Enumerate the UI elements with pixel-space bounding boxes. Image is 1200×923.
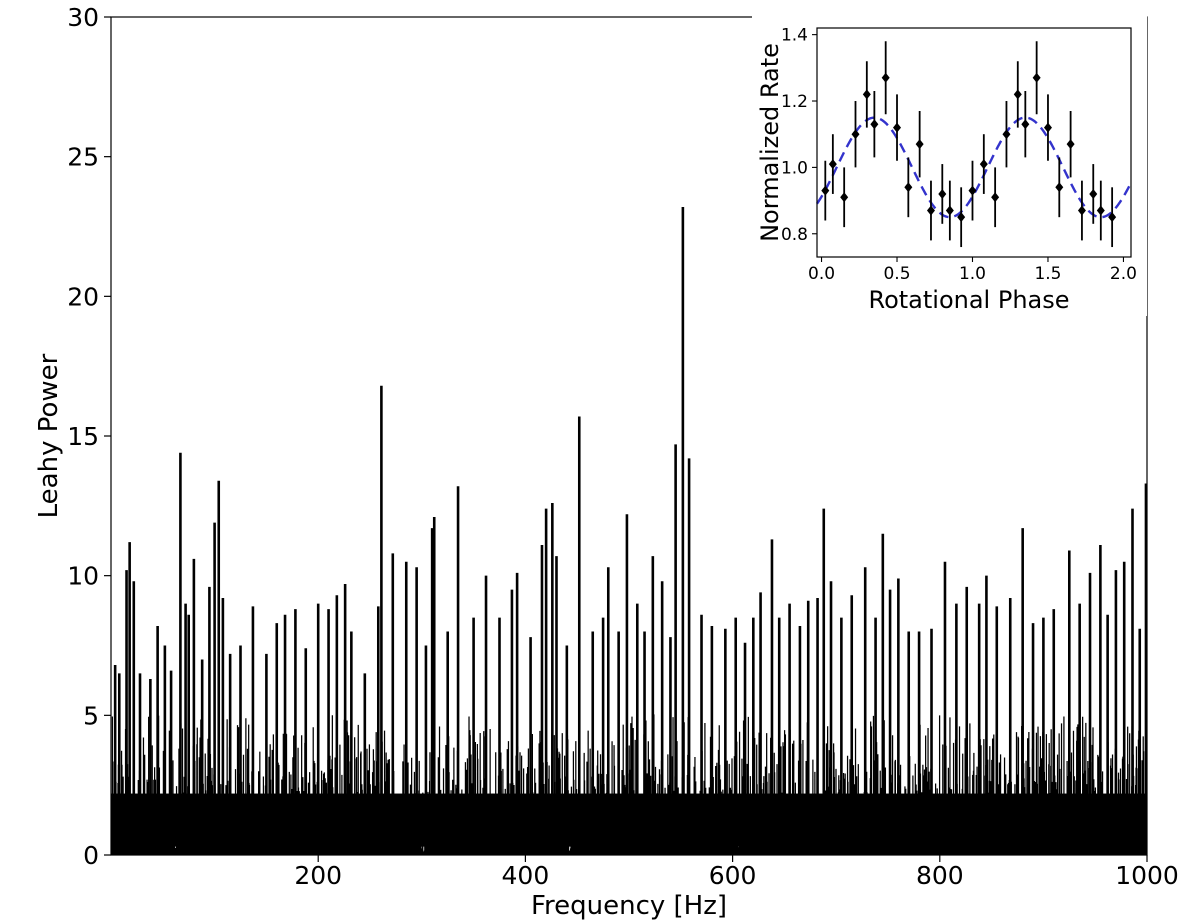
profile-point [979,134,988,194]
profile-point [1066,110,1075,178]
y-tick-label: 15 [67,422,99,451]
profile-point [968,160,977,221]
main-y-axis-label: Leahy Power [34,353,64,518]
diamond-marker [915,139,924,150]
power-spectrum-series [110,206,1148,855]
pulse-profile-points [821,41,1117,248]
inset-y-ticks: 0.8 1.0 1.2 1.4 [781,26,817,245]
diamond-marker [1021,119,1030,130]
diamond-marker [828,159,837,170]
y-tick-label: 5 [83,701,99,730]
inset-x-tick-label: 1.0 [959,264,986,284]
inset-y-tick-label: 1.0 [781,158,808,178]
diamond-marker [968,185,977,196]
diamond-marker [821,185,830,196]
diamond-marker [1055,182,1064,193]
diamond-marker [840,192,849,203]
diamond-marker [1096,205,1105,216]
y-tick-label: 0 [83,841,99,870]
main-x-axis-label: Frequency [Hz] [531,891,727,921]
diamond-marker [1002,129,1011,140]
profile-point [1002,101,1011,168]
inset-x-tick-label: 1.5 [1034,264,1061,284]
inset-y-tick-label: 1.2 [781,92,808,112]
profile-point [1021,91,1030,158]
diamond-marker [979,159,988,170]
profile-point [1043,94,1052,161]
y-tick-label: 30 [67,3,99,32]
diamond-marker [938,188,947,199]
inset-x-ticks: 0.0 0.5 1.0 1.5 2.0 [808,257,1137,284]
diamond-marker [870,119,879,130]
x-tick-label: 400 [502,861,550,890]
diamond-marker [881,72,890,83]
profile-point [957,187,966,248]
diamond-marker [1066,139,1075,150]
profile-point [945,180,954,241]
profile-point [881,41,890,115]
profile-point [1089,164,1098,224]
profile-point [991,167,1000,228]
profile-point [821,160,830,221]
diamond-marker [1013,89,1022,100]
profile-point [938,164,947,224]
noise-band [111,793,1147,847]
inset-x-tick-label: 0.5 [883,264,910,284]
profile-point [1096,180,1105,241]
profile-point [840,167,849,228]
sinusoid-model-line [816,116,1133,219]
profile-point [1013,61,1022,128]
diamond-marker [1043,122,1052,133]
diamond-marker [1077,205,1086,216]
inset-y-tick-label: 0.8 [781,225,808,245]
pulse-profile-inset: 0.0 0.5 1.0 1.5 2.0 0.8 1.0 1.2 1.4 Rotational … [752,16,1147,316]
profile-point [926,180,935,241]
inset-plot-frame [816,27,1132,258]
inset-y-axis-label: Normalized Rate [756,43,784,242]
profile-point [1077,180,1086,241]
x-tick-label: 200 [294,861,342,890]
profile-point [828,134,837,194]
profile-point [862,61,871,128]
profile-point [1108,187,1117,248]
profile-point [851,101,860,168]
diamond-marker [851,129,860,140]
profile-point [1055,157,1064,218]
inset-x-tick-label: 0.0 [808,264,835,284]
profile-point [1032,41,1041,115]
power-spectrum-plot: 200 400 600 800 1000 0 5 10 15 20 25 30 Frequency … [34,3,1179,921]
diamond-marker [1089,188,1098,199]
inset-x-axis-label: Rotational Phase [868,286,1069,314]
y-tick-label: 25 [67,143,99,172]
profile-point [893,94,902,161]
x-tick-label: 1000 [1115,861,1179,890]
x-tick-label: 800 [916,861,964,890]
profile-point [915,110,924,178]
diamond-marker [1032,72,1041,83]
profile-point [904,157,913,218]
profile-point [870,91,879,158]
diamond-marker [862,89,871,100]
y-tick-label: 10 [67,562,99,591]
x-tick-label: 600 [709,861,757,890]
diamond-marker [1108,212,1117,223]
diamond-marker [926,205,935,216]
main-x-ticks: 200 400 600 800 1000 [294,855,1179,890]
diamond-marker [904,182,913,193]
diamond-marker [893,122,902,133]
diamond-marker [957,212,966,223]
diamond-marker [991,192,1000,203]
inset-background [752,16,1147,316]
main-y-ticks: 0 5 10 15 20 25 30 [67,3,111,870]
inset-x-tick-label: 2.0 [1110,264,1137,284]
y-tick-label: 20 [67,282,99,311]
inset-y-tick-label: 1.4 [781,26,808,46]
diamond-marker [945,205,954,216]
